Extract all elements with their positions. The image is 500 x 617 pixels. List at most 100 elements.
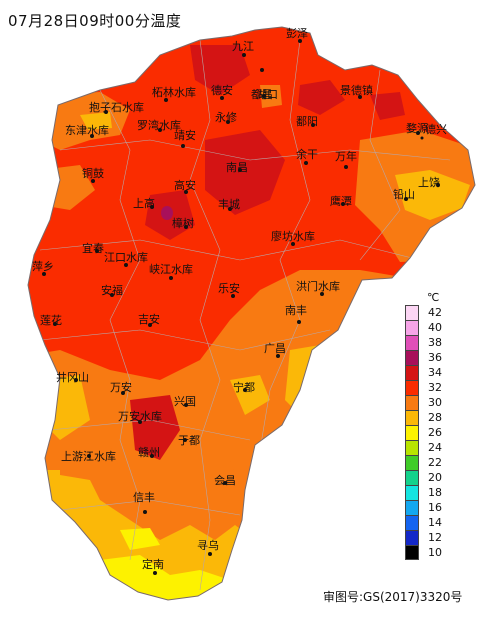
city-jian: 吉安 [138,312,160,327]
city-hukou [260,68,264,72]
city-duchang: 都昌 [251,88,273,101]
svg-text:景德镇: 景德镇 [340,83,373,97]
svg-text:都昌: 都昌 [251,88,273,101]
city-jingan: 靖安 [174,128,196,148]
legend-label: 14 [428,516,442,529]
legend-label: 22 [428,456,442,469]
svg-text:上高: 上高 [133,196,155,210]
legend-level: 36 [405,350,465,365]
svg-text:广昌: 广昌 [264,342,286,355]
svg-text:宜春: 宜春 [82,241,104,255]
city-tonggu: 铜鼓 [82,166,104,183]
legend-swatch [405,320,419,335]
svg-text:上游江水库: 上游江水库 [61,450,116,463]
legend-label: 10 [428,546,442,559]
legend-swatch [405,305,419,320]
city-jingdezhen: 景德镇 [340,83,373,99]
legend-level: 34 [405,365,465,380]
legend-level: 28 [405,410,465,425]
legend-level: 20 [405,470,465,485]
legend-swatch [405,485,419,500]
svg-text:婺源: 婺源 [406,121,428,135]
map-title: 07月28日09时00分温度 [8,12,182,30]
city-ganzhou: 赣州 [138,445,160,459]
city-wuyuan: 婺源 [406,121,428,135]
svg-text:南昌: 南昌 [226,161,248,174]
legend-label: 40 [428,321,442,334]
city-shangrao: 上饶 [418,176,440,189]
city-xingguo: 兴国 [174,395,196,408]
svg-text:德安: 德安 [211,83,233,97]
svg-text:柘林水库: 柘林水库 [152,85,196,99]
svg-text:樟树: 樟树 [172,216,194,230]
svg-text:上饶: 上饶 [418,176,440,189]
city-dexing [420,136,424,140]
svg-text:井冈山: 井冈山 [56,370,89,384]
svg-text:余干: 余干 [296,147,318,161]
city-luowan-reservoir: 罗湾水库 [137,118,181,132]
svg-text:丰城: 丰城 [218,198,240,211]
city-nanfeng: 南丰 [285,304,307,324]
legend-label: 20 [428,471,442,484]
legend-level: 24 [405,440,465,455]
county-boundaries [39,39,451,591]
svg-text:九江: 九江 [232,40,254,53]
svg-text:万年: 万年 [335,149,357,163]
svg-text:定南: 定南 [142,557,164,571]
city-wanan-reservoir: 万安水库 [118,409,162,424]
legend-label: 42 [428,306,442,319]
city-pengze: 彭泽 [286,26,308,43]
legend-swatch [405,335,419,350]
city-baozishi-reservoir: 抱子石水库 [89,100,144,114]
svg-text:信丰: 信丰 [133,491,155,504]
legend-swatch [405,545,419,560]
svg-text:宁都: 宁都 [233,380,255,394]
city-liaofang-reservoir: 廖坊水库 [271,229,315,246]
city-pingxiang: 萍乡 [32,260,54,276]
svg-text:鹰潭: 鹰潭 [330,194,352,208]
city-jiujiang: 九江 [232,40,254,57]
legend-swatch [405,515,419,530]
city-shangyoujiang-reservoir: 上游江水库 [61,450,116,463]
map-approval-number: 审图号:GS(2017)3320号 [323,590,463,604]
legend-level: 32 [405,380,465,395]
city-xinfeng: 信丰 [133,491,155,514]
svg-text:峡江水库: 峡江水库 [149,262,193,276]
city-lianhua: 莲花 [40,314,62,327]
legend-label: 30 [428,396,442,409]
svg-text:万安水库: 万安水库 [118,409,162,423]
legend-level: 38 [405,335,465,350]
legend-label: 38 [428,336,442,349]
legend-unit: ℃ [427,291,440,304]
city-yanshan: 铅山 [393,187,415,201]
legend-level: 26 [405,425,465,440]
svg-text:江口水库: 江口水库 [104,251,148,264]
city-nanchang: 南昌 [226,161,248,174]
city-wanan: 万安 [110,380,132,395]
city-anfu: 安福 [101,283,123,297]
city-label-dexing: 德兴 [425,122,447,136]
legend-label: 16 [428,501,442,514]
legend-swatch [405,395,419,410]
svg-text:高安: 高安 [174,178,196,192]
city-xunwu: 寻乌 [197,538,219,556]
city-zhangshu: 樟树 [172,216,194,230]
legend-level: 42 [405,305,465,320]
svg-text:鄱阳: 鄱阳 [296,115,318,128]
legend-level: 14 [405,515,465,530]
legend-swatch [405,410,419,425]
legend-label: 28 [428,411,442,424]
svg-text:廖坊水库: 廖坊水库 [271,229,315,243]
city-yugan: 余干 [296,147,318,165]
svg-text:东津水库: 东津水库 [65,124,109,137]
legend-label: 12 [428,531,442,544]
svg-text:铅山: 铅山 [393,187,415,201]
city-dingnan: 定南 [142,557,164,575]
legend-level: 10 [405,545,465,560]
svg-text:洪门水库: 洪门水库 [296,279,340,293]
svg-text:会昌: 会昌 [214,474,236,487]
city-markers: 彭泽 九江 柘林水库 德安 都昌 景德镇 抱子石水库 罗湾水库 永修 鄱阳 东津… [32,26,440,575]
city-yingtan: 鹰潭 [330,194,352,208]
legend-swatch [405,455,419,470]
